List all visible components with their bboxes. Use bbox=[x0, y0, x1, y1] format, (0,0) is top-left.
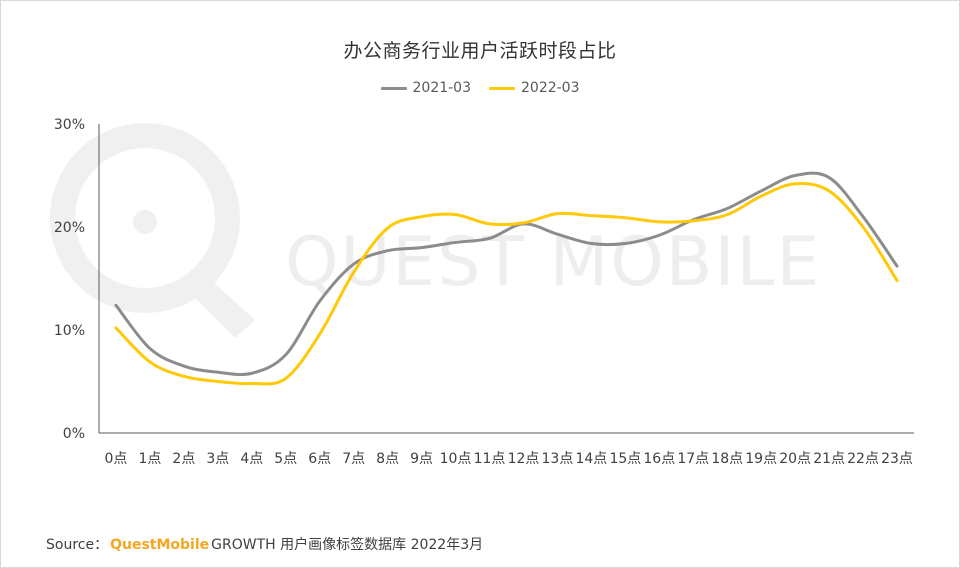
x-tick-label: 10点 bbox=[440, 451, 472, 467]
source-note: Source： QuestMobile GROWTH 用户画像标签数据库 2022年… bbox=[46, 534, 483, 554]
legend-item-2022-03: 2022-03 bbox=[489, 80, 580, 96]
watermark-text: QUEST MOBILE bbox=[285, 223, 821, 302]
x-tick-label: 14点 bbox=[575, 451, 607, 467]
x-tick-label: 20点 bbox=[779, 451, 811, 467]
y-tick-label: 20% bbox=[54, 220, 85, 236]
legend-item-2021-03: 2021-03 bbox=[380, 80, 472, 96]
watermark-logo-tail bbox=[185, 270, 255, 338]
chart-legend: 2021-03 2022-03 bbox=[0, 78, 960, 98]
watermark-logo-dot bbox=[133, 210, 157, 234]
legend-label-2022-03: 2022-03 bbox=[521, 80, 580, 96]
x-tick-label: 12点 bbox=[508, 451, 540, 467]
x-tick-label: 7点 bbox=[342, 451, 365, 467]
x-tick-label: 9点 bbox=[410, 451, 433, 467]
series-line-2021-03 bbox=[114, 171, 899, 377]
x-tick-label: 22点 bbox=[847, 451, 879, 467]
x-tick-labels: 0点 1点 2点 3点 4点 5点 6点 7点 8点 9点 10点 11点 12点 13点 14点 15点 16… bbox=[105, 451, 913, 467]
source-brand: QuestMobile bbox=[110, 537, 210, 553]
x-tick-label: 8点 bbox=[376, 451, 399, 467]
legend-label-2021-03: 2021-03 bbox=[412, 80, 472, 96]
x-tick-label: 0点 bbox=[105, 451, 128, 467]
x-tick-label: 1点 bbox=[138, 451, 161, 467]
x-tick-label: 3点 bbox=[206, 451, 229, 467]
source-label: Source： bbox=[46, 537, 109, 553]
x-tick-label: 16点 bbox=[643, 451, 675, 467]
x-tick-label: 21点 bbox=[813, 451, 845, 467]
x-tick-label: 4点 bbox=[240, 451, 263, 467]
y-tick-labels: 0% 10% 20% 30% bbox=[54, 117, 85, 442]
x-tick-label: 17点 bbox=[677, 451, 709, 467]
legend-swatch-2022-03 bbox=[489, 86, 515, 90]
watermark: QUEST MOBILE bbox=[50, 123, 821, 338]
legend-swatch-2021-03 bbox=[380, 86, 407, 90]
source-text: GROWTH 用户画像标签数据库 2022年3月 bbox=[211, 537, 484, 553]
x-tick-label: 23点 bbox=[881, 451, 913, 467]
x-tick-label: 11点 bbox=[474, 451, 506, 467]
x-tick-label: 19点 bbox=[745, 451, 777, 467]
x-tick-label: 5点 bbox=[274, 451, 297, 467]
x-tick-label: 2点 bbox=[172, 451, 195, 467]
x-tick-label: 6点 bbox=[308, 451, 331, 467]
y-tick-label: 30% bbox=[54, 117, 85, 133]
series-lines bbox=[114, 171, 899, 386]
y-tick-label: 10% bbox=[54, 323, 85, 339]
x-tick-label: 18点 bbox=[711, 451, 743, 467]
series-line-2022-03 bbox=[114, 181, 899, 386]
y-tick-label: 0% bbox=[63, 426, 85, 442]
chart-title: 办公商务行业用户活跃时段占比 bbox=[343, 40, 617, 62]
x-tick-label: 13点 bbox=[542, 451, 574, 467]
x-tick-label: 15点 bbox=[609, 451, 641, 467]
